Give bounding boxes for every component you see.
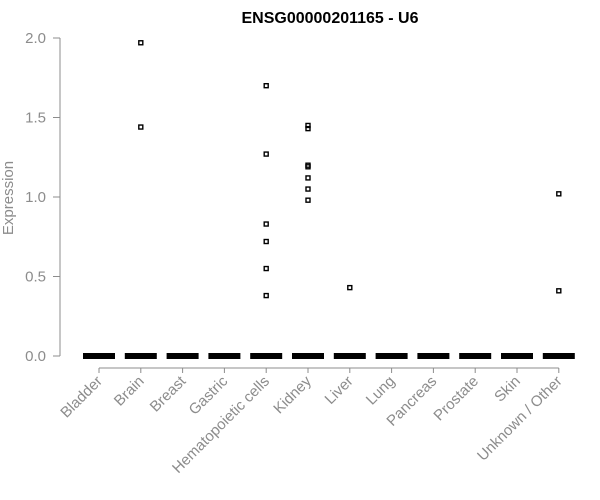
x-tick-label: Brain <box>111 373 148 410</box>
x-tick-label: Prostate <box>430 373 482 425</box>
y-tick-label: 1.0 <box>25 189 46 206</box>
y-tick-label: 0.0 <box>25 348 46 365</box>
data-point <box>305 175 311 181</box>
x-tick-label: Kidney <box>270 372 315 417</box>
data-point <box>263 292 269 299</box>
data-point <box>263 221 269 227</box>
data-point <box>305 164 311 170</box>
y-tick-label: 0.5 <box>25 269 46 286</box>
x-tick-label: Liver <box>322 373 357 408</box>
chart-title: ENSG00000201165 - U6 <box>241 10 418 27</box>
data-point <box>305 125 311 132</box>
data-point <box>305 186 311 192</box>
y-axis: 0.0 0.5 1.0 1.5 2.0 <box>25 30 61 365</box>
y-tick-label: 2.0 <box>25 30 46 47</box>
data-point <box>263 265 269 272</box>
y-axis-label: Expression <box>0 161 17 235</box>
data-point <box>347 284 353 291</box>
data-point <box>305 122 311 129</box>
data-point <box>556 191 562 197</box>
data-point <box>138 40 144 46</box>
data-points <box>138 40 562 299</box>
data-point <box>138 124 144 130</box>
y-tick-label: 1.5 <box>25 110 46 127</box>
data-point <box>263 82 269 89</box>
data-point <box>305 197 311 203</box>
x-tick-label: Breast <box>147 372 190 415</box>
data-point <box>263 238 269 245</box>
x-tick-label: Skin <box>491 373 524 406</box>
x-tick-label: Lung <box>363 373 399 409</box>
x-tick-label: Bladder <box>57 373 106 422</box>
data-point <box>556 288 562 294</box>
data-point <box>263 151 269 157</box>
